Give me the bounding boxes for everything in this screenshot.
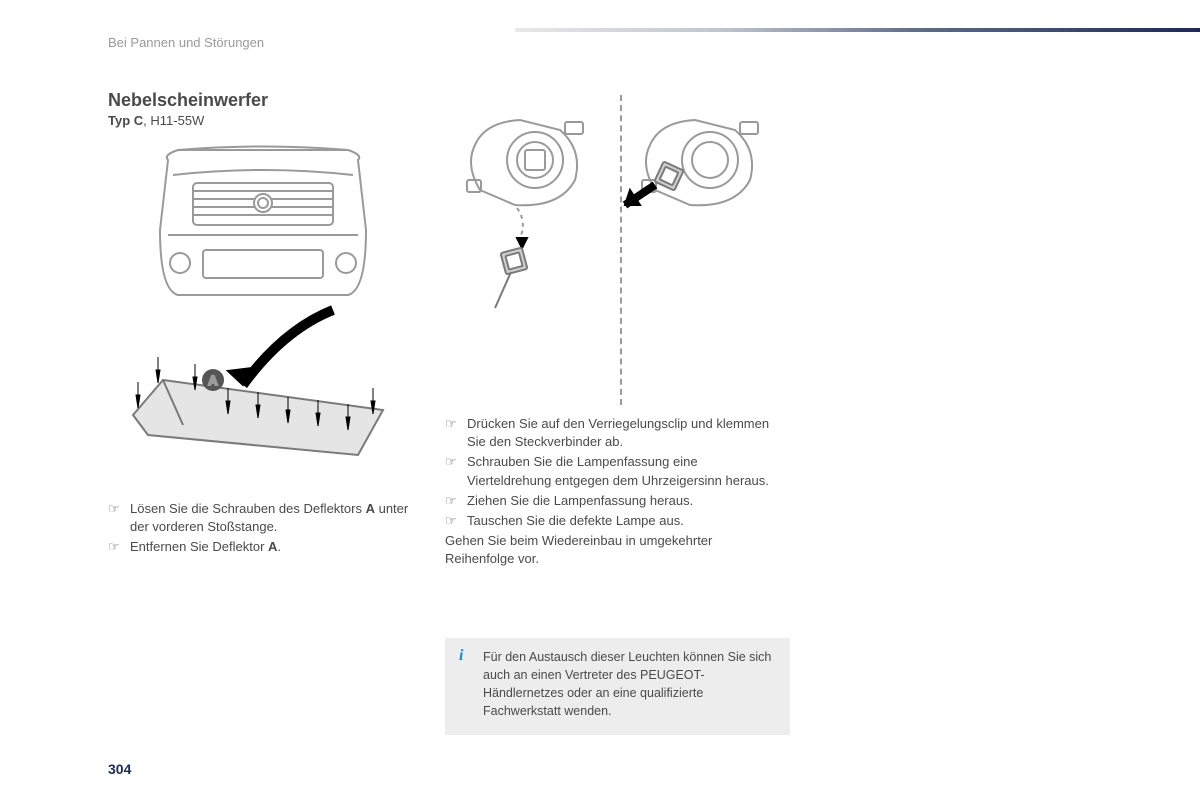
step-text: Entfernen Sie Deflektor A. — [130, 538, 428, 556]
step-item: ☞ Tauschen Sie die defekte Lampe aus. — [445, 512, 785, 530]
followup-text: Gehen Sie beim Wiedereinbau in umgekehrt… — [445, 532, 785, 568]
step-text: Schrauben Sie die Lampenfassung eine Vie… — [467, 453, 785, 489]
step-text: Lösen Sie die Schrauben des Deflektors A… — [130, 500, 428, 536]
bullet-icon: ☞ — [108, 500, 130, 536]
bullet-icon: ☞ — [445, 415, 467, 451]
step-text: Tauschen Sie die defekte Lampe aus. — [467, 512, 785, 530]
step-item: ☞ Schrauben Sie die Lampenfassung eine V… — [445, 453, 785, 489]
bullet-icon: ☞ — [445, 453, 467, 489]
step-text: Drücken Sie auf den Verriegelungsclip un… — [467, 415, 785, 451]
step-item: ☞ Drücken Sie auf den Verriegelungsclip … — [445, 415, 785, 451]
info-text: Für den Austausch dieser Leuchten können… — [483, 648, 776, 721]
info-box: i Für den Austausch dieser Leuchten könn… — [445, 638, 790, 735]
svg-text:A: A — [208, 373, 218, 388]
subheading: Typ C, H11-55W — [108, 112, 204, 130]
type-value: , H11-55W — [143, 113, 204, 128]
illustration-lamp — [445, 100, 795, 330]
type-label: Typ C — [108, 113, 143, 128]
page-title: Nebelscheinwerfer — [108, 88, 268, 113]
bullet-icon: ☞ — [108, 538, 130, 556]
step-item: ☞ Entfernen Sie Deflektor A. — [108, 538, 428, 556]
step-text: Ziehen Sie die Lampenfassung heraus. — [467, 492, 785, 510]
step-item: ☞ Lösen Sie die Schrauben des Deflektors… — [108, 500, 428, 536]
header-gradient-bar — [515, 28, 1200, 32]
info-icon: i — [459, 648, 483, 721]
bullet-icon: ☞ — [445, 512, 467, 530]
step-item: ☞ Ziehen Sie die Lampenfassung heraus. — [445, 492, 785, 510]
steps-right: ☞ Drücken Sie auf den Verriegelungsclip … — [445, 415, 785, 569]
bullet-icon: ☞ — [445, 492, 467, 510]
illustration-bumper: A — [108, 135, 418, 475]
section-label: Bei Pannen und Störungen — [108, 34, 264, 52]
page-number: 304 — [108, 760, 131, 780]
steps-left: ☞ Lösen Sie die Schrauben des Deflektors… — [108, 500, 428, 559]
